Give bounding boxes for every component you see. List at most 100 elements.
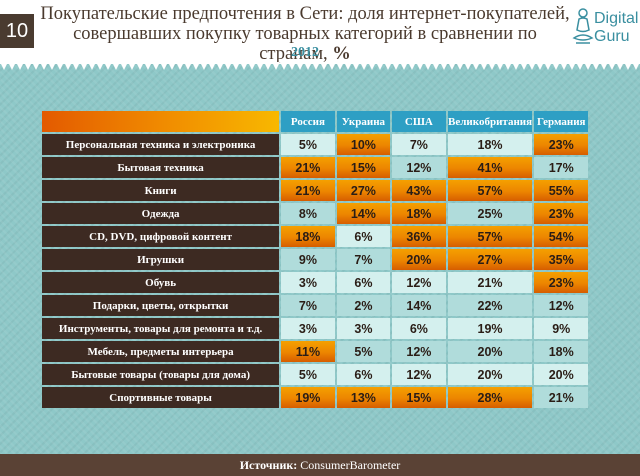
value-cell-highlighted: 28% [447,387,533,408]
value-cell: 5% [281,134,335,155]
value-cell: 17% [534,157,588,178]
value-cell-highlighted: 23% [534,272,588,293]
row-label: Инструменты, товары для ремонта и т.д. [42,318,280,339]
value-cell: 2% [336,295,391,316]
digital-guru-logo: Digital Guru [572,6,640,54]
value-cell: 20% [534,364,588,385]
table-header-row: Россия Украина США Великобритания Германия [42,111,588,132]
table-row: Обувь 3% 6% 12% 21% 23% [42,272,588,293]
table-row: Одежда 8% 14% 18% 25% 23% [42,203,588,224]
preferences-table: Россия Украина США Великобритания Германия П… [40,109,590,410]
table-row: Инструменты, товары для ремонта и т.д. 3%… [42,318,588,339]
value-cell: 9% [534,318,588,339]
source-footer: Источник: ConsumerBarometer [0,454,640,476]
title-unit: % [332,44,351,64]
column-header: Украина [336,111,391,132]
column-header: Германия [534,111,588,132]
table-row: Подарки, цветы, открытки 7% 2% 14% 22% 12% [42,295,588,316]
value-cell: 7% [392,134,446,155]
row-label: Одежда [42,203,280,224]
table-row: Бытовая техника 21% 15% 12% 41% 17% [42,157,588,178]
row-label: Мебель, предметы интерьера [42,341,280,362]
value-cell: 6% [336,226,391,247]
title-line-1: Покупательские предпочтения в Сети: доля… [40,4,570,24]
value-cell-highlighted: 15% [392,387,446,408]
value-cell: 12% [392,157,446,178]
source-value: ConsumerBarometer [300,458,401,472]
logo-line-1: Digital [594,10,639,27]
logo-text: Digital Guru [594,10,638,46]
value-cell: 18% [447,134,533,155]
value-cell-highlighted: 27% [447,249,533,270]
table-row: Бытовые товары (товары для дома) 5% 6% 12% 2… [42,364,588,385]
row-label: Книги [42,180,280,201]
value-cell: 19% [447,318,533,339]
value-cell-highlighted: 27% [336,180,391,201]
value-cell: 9% [281,249,335,270]
row-label: Бытовые товары (товары для дома) [42,364,280,385]
page-title: Покупательские предпочтения в Сети: доля… [40,4,570,64]
value-cell: 12% [392,272,446,293]
value-cell: 7% [281,295,335,316]
value-cell-highlighted: 55% [534,180,588,201]
value-cell: 3% [281,272,335,293]
table-row: Книги 21% 27% 43% 57% 55% [42,180,588,201]
value-cell-highlighted: 11% [281,341,335,362]
value-cell: 5% [336,341,391,362]
value-cell-highlighted: 43% [392,180,446,201]
table-body: Персональная техника и электроника 5% 10% 7… [42,134,588,408]
year-label: 2012 [291,45,319,60]
value-cell: 12% [392,341,446,362]
header: 10 Покупательские предпочтения в Сети: д… [0,0,640,64]
table-row: Спортивные товары 19% 13% 15% 28% 21% [42,387,588,408]
row-label: Спортивные товары [42,387,280,408]
table-row: Персональная техника и электроника 5% 10% 7… [42,134,588,155]
title-line-2: совершавших покупку товарных категорий в… [73,24,537,64]
row-label: Подарки, цветы, открытки [42,295,280,316]
value-cell: 14% [392,295,446,316]
table-row: CD, DVD, цифровой контент 18% 6% 36% 57% 54% [42,226,588,247]
value-cell-highlighted: 21% [281,157,335,178]
value-cell-highlighted: 54% [534,226,588,247]
value-cell-highlighted: 13% [336,387,391,408]
value-cell-highlighted: 23% [534,134,588,155]
column-header: Великобритания [447,111,533,132]
value-cell-highlighted: 10% [336,134,391,155]
table-row: Игрушки 9% 7% 20% 27% 35% [42,249,588,270]
value-cell-highlighted: 18% [281,226,335,247]
value-cell: 3% [336,318,391,339]
column-header: США [392,111,446,132]
value-cell-highlighted: 41% [447,157,533,178]
value-cell-highlighted: 35% [534,249,588,270]
value-cell: 8% [281,203,335,224]
value-cell: 7% [336,249,391,270]
table-row: Мебель, предметы интерьера 11% 5% 12% 20% 18% [42,341,588,362]
logo-line-2: Guru [594,28,630,45]
value-cell-highlighted: 57% [447,180,533,201]
source-label: Источник: [239,458,298,472]
row-label: Бытовая техника [42,157,280,178]
value-cell: 18% [534,341,588,362]
zigzag-divider [0,62,640,70]
table-corner [42,111,280,132]
value-cell-highlighted: 21% [281,180,335,201]
value-cell: 6% [392,318,446,339]
value-cell-highlighted: 14% [336,203,391,224]
value-cell-highlighted: 57% [447,226,533,247]
value-cell: 3% [281,318,335,339]
value-cell: 12% [392,364,446,385]
buddha-icon [572,8,594,44]
value-cell: 20% [447,341,533,362]
value-cell-highlighted: 20% [392,249,446,270]
value-cell: 12% [534,295,588,316]
row-label: CD, DVD, цифровой контент [42,226,280,247]
value-cell-highlighted: 18% [392,203,446,224]
value-cell: 6% [336,272,391,293]
value-cell-highlighted: 19% [281,387,335,408]
value-cell: 6% [336,364,391,385]
page-number: 10 [0,14,34,48]
title-line-2-wrap: совершавших покупку товарных категорий в… [40,24,570,64]
row-label: Персональная техника и электроника [42,134,280,155]
value-cell-highlighted: 15% [336,157,391,178]
value-cell: 21% [447,272,533,293]
